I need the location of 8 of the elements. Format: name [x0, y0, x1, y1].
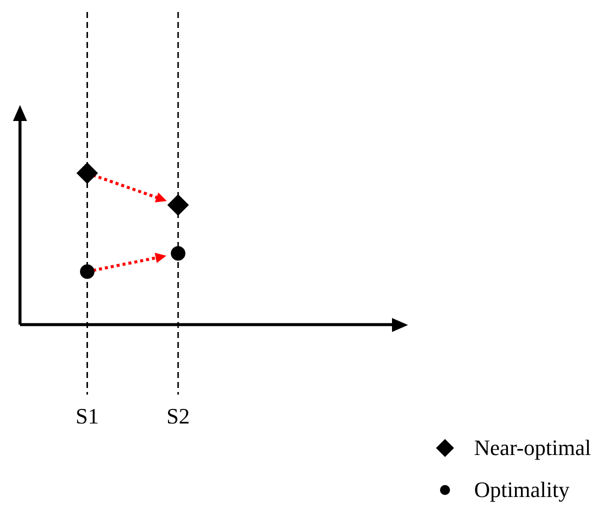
point [76, 162, 98, 184]
legend-label: Near-optimal [474, 435, 591, 461]
x-tick-label: S1 [76, 404, 99, 429]
x-tick-label: S2 [166, 404, 190, 429]
point [170, 246, 186, 261]
legend-label: Optimality [474, 477, 570, 503]
point [168, 194, 188, 216]
point [80, 264, 94, 279]
